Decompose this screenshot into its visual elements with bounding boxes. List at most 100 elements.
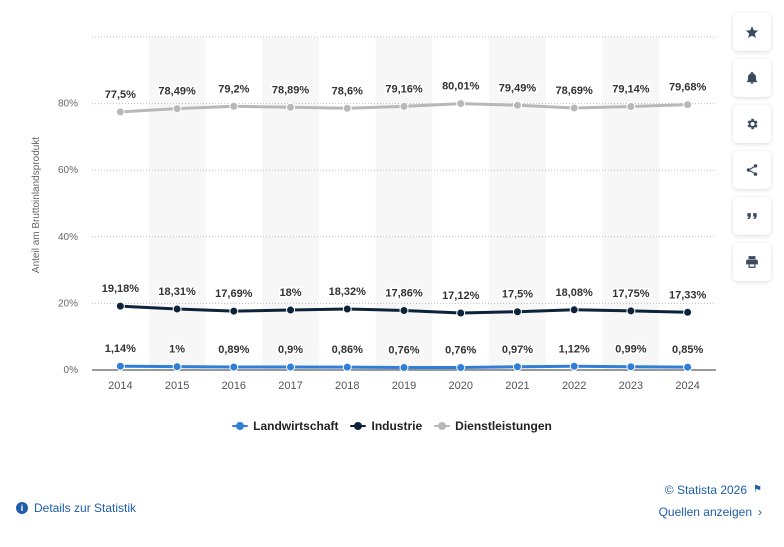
y-tick-label: 40% [58, 232, 78, 243]
sources-link[interactable]: Quellen anzeigen › [659, 501, 762, 523]
x-tick-label: 2018 [335, 380, 359, 392]
flag-icon: ⚑ [753, 484, 762, 495]
x-tick-label: 2016 [222, 380, 246, 392]
data-label: 78,69% [556, 85, 594, 97]
print-button[interactable] [733, 243, 771, 281]
data-point [626, 362, 636, 372]
notification-button[interactable] [733, 59, 771, 97]
info-icon: i [16, 502, 28, 514]
data-label: 77,5% [105, 89, 136, 101]
settings-button[interactable] [733, 105, 771, 143]
data-label: 17,33% [669, 289, 707, 301]
share-button[interactable] [733, 151, 771, 189]
quote-icon [747, 213, 757, 219]
data-point [569, 305, 579, 315]
data-label: 18,08% [556, 287, 594, 299]
y-tick-label: 0% [64, 365, 79, 376]
x-axis-ticks: 2014 2015 2016 2017 2018 2019 2020 2021 2022 2023… [108, 380, 700, 392]
data-point [342, 362, 352, 372]
data-label: 1,12% [559, 343, 590, 355]
data-label: 17,5% [502, 289, 533, 301]
data-point [399, 101, 409, 111]
series-layer [115, 99, 693, 372]
data-label: 0,76% [445, 344, 476, 356]
band [148, 37, 206, 370]
details-link[interactable]: i Details zur Statistik [16, 501, 136, 515]
legend-marker [434, 421, 451, 431]
data-point [342, 103, 352, 113]
legend-marker [232, 421, 249, 431]
legend-marker [350, 421, 367, 431]
sources-link-label: Quellen anzeigen [658, 505, 752, 519]
data-labels: 1,14% 1% 0,89% 0,9% 0,86% 0,76% 0,76% 0,97% 1,12… [100, 79, 708, 358]
chevron-right-icon: › [758, 505, 762, 519]
data-label: 1,14% [105, 343, 136, 355]
x-tick-label: 2021 [505, 380, 529, 392]
data-point [286, 362, 296, 372]
x-tick-label: 2015 [165, 380, 189, 392]
x-tick-label: 2022 [562, 380, 586, 392]
data-label: 17,69% [215, 288, 253, 300]
legend: Landwirtschaft Industrie Dienstleistunge… [0, 419, 784, 433]
data-label: 17,86% [385, 288, 423, 300]
data-point [456, 99, 466, 109]
details-link-label: Details zur Statistik [34, 501, 137, 515]
cite-button[interactable] [733, 197, 771, 235]
legend-item-industrie[interactable]: Industrie [350, 419, 422, 433]
x-tick-label: 2023 [619, 380, 643, 392]
data-point [456, 308, 466, 318]
star-icon [745, 26, 759, 38]
data-point [229, 101, 239, 111]
y-tick-label: 60% [58, 165, 78, 176]
y-axis-ticks: 0% 20% 40% 60% 80% [58, 99, 78, 376]
data-label: 0,76% [388, 344, 419, 356]
legend-item-dienstleistungen[interactable]: Dienstleistungen [434, 419, 552, 433]
data-point [115, 361, 125, 371]
data-point [115, 107, 125, 117]
data-label: 80,01% [442, 81, 480, 93]
data-point [512, 100, 522, 110]
data-point [172, 104, 182, 114]
data-label: 0,85% [672, 344, 703, 356]
favorite-button[interactable] [733, 13, 771, 51]
data-point [286, 102, 296, 112]
data-label: 79,68% [669, 82, 707, 94]
toolbar-sidebar [733, 13, 771, 281]
print-icon [746, 256, 758, 268]
bell-icon [746, 71, 758, 84]
data-point [172, 362, 182, 372]
data-label: 17,75% [612, 288, 650, 300]
data-point [229, 306, 239, 316]
data-point [399, 362, 409, 372]
x-tick-label: 2024 [675, 380, 699, 392]
data-label: 79,16% [385, 83, 423, 95]
legend-label: Dienstleistungen [455, 419, 552, 433]
data-label: 79,49% [499, 82, 537, 94]
data-label: 78,49% [158, 86, 196, 98]
data-label: 1% [169, 344, 185, 356]
data-label: 19,18% [102, 283, 140, 295]
copyright-link[interactable]: © Statista 2026 ⚑ [659, 479, 762, 501]
legend-label: Industrie [371, 419, 423, 433]
legend-item-landwirtschaft[interactable]: Landwirtschaft [232, 419, 338, 433]
y-tick-label: 80% [58, 99, 78, 110]
footer-right: © Statista 2026 ⚑ Quellen anzeigen › [659, 479, 762, 523]
data-point [286, 305, 296, 315]
data-label: 0,97% [502, 344, 533, 356]
copyright-text: © Statista 2026 [664, 483, 748, 497]
data-point [683, 307, 693, 317]
data-label: 0,86% [332, 344, 363, 356]
y-axis-label: Anteil am Bruttoinlandsprodukt [31, 137, 42, 273]
legend-label: Landwirtschaft [253, 419, 339, 433]
y-tick-label: 20% [58, 298, 78, 309]
x-tick-label: 2020 [448, 380, 472, 392]
x-tick-label: 2017 [278, 380, 302, 392]
x-tick-label: 2014 [108, 380, 132, 392]
data-point [569, 103, 579, 113]
data-point [399, 306, 409, 316]
data-label: 0,89% [218, 344, 249, 356]
share-icon [746, 164, 758, 176]
data-point [683, 100, 693, 110]
data-label: 0,99% [615, 344, 646, 356]
